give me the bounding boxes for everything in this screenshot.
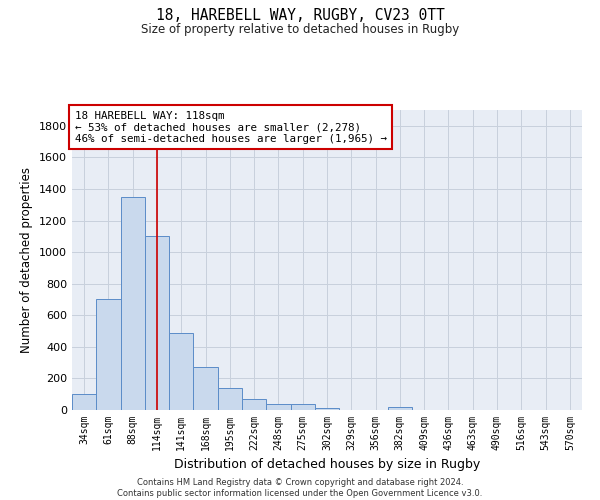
Y-axis label: Number of detached properties: Number of detached properties [20, 167, 34, 353]
Bar [290, 404, 315, 410]
Text: 18 HAREBELL WAY: 118sqm
← 53% of detached houses are smaller (2,278)
46% of semi: 18 HAREBELL WAY: 118sqm ← 53% of detache… [74, 110, 386, 144]
Bar [193, 368, 218, 410]
Bar [266, 404, 290, 410]
Bar [121, 197, 145, 410]
Bar [96, 300, 121, 410]
Bar [72, 394, 96, 410]
Bar [242, 399, 266, 410]
Bar [218, 388, 242, 410]
Text: 18, HAREBELL WAY, RUGBY, CV23 0TT: 18, HAREBELL WAY, RUGBY, CV23 0TT [155, 8, 445, 22]
X-axis label: Distribution of detached houses by size in Rugby: Distribution of detached houses by size … [174, 458, 480, 471]
Bar [388, 407, 412, 410]
Text: Contains HM Land Registry data © Crown copyright and database right 2024.
Contai: Contains HM Land Registry data © Crown c… [118, 478, 482, 498]
Bar [315, 408, 339, 410]
Bar [169, 332, 193, 410]
Bar [145, 236, 169, 410]
Text: Size of property relative to detached houses in Rugby: Size of property relative to detached ho… [141, 22, 459, 36]
